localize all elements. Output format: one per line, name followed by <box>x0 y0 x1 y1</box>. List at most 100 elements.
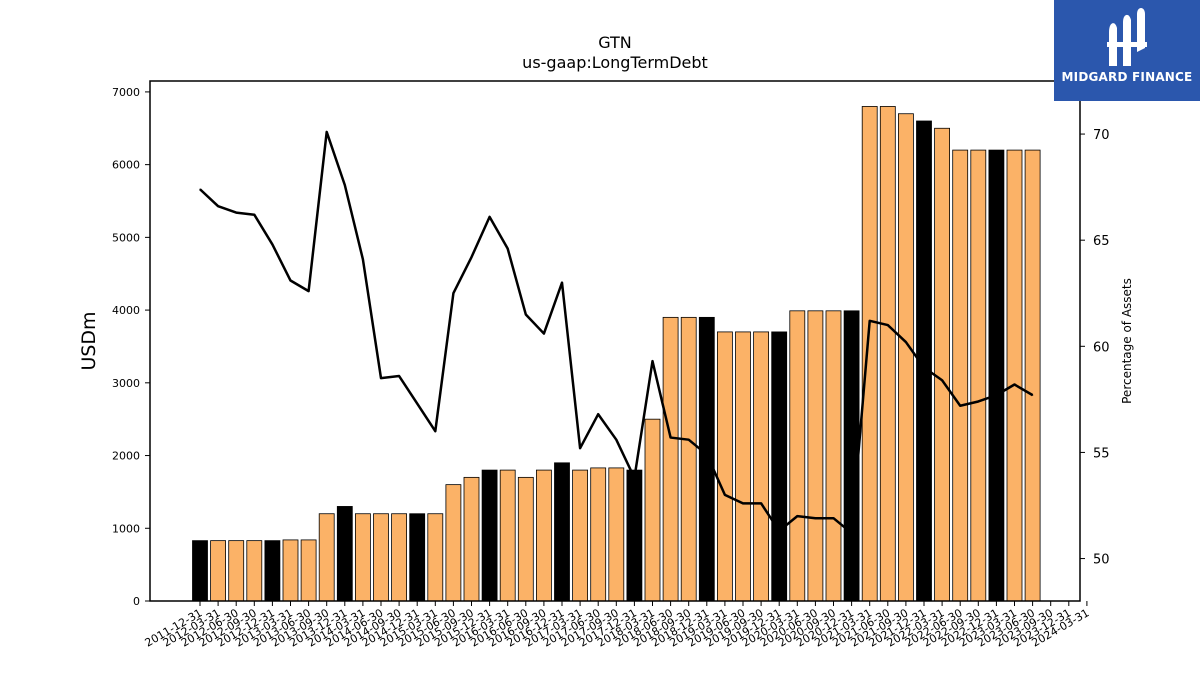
bar <box>825 310 842 602</box>
bar <box>626 469 643 602</box>
bar <box>373 513 389 602</box>
bar <box>391 513 408 602</box>
bar <box>499 469 516 602</box>
percentage-point <box>615 439 617 441</box>
bar <box>898 113 914 602</box>
bar <box>1006 149 1023 602</box>
bar <box>300 539 317 602</box>
bar <box>409 513 426 602</box>
logo-mark-icon <box>1107 8 1147 66</box>
chart-title: GTN <box>598 33 632 52</box>
bar <box>264 540 281 602</box>
percentage-point <box>995 394 998 396</box>
percentage-point <box>742 502 744 504</box>
bar <box>753 331 769 602</box>
bar <box>789 310 806 602</box>
percentage-point <box>344 184 346 186</box>
percentage-point <box>670 436 672 439</box>
percentage-point <box>941 379 943 381</box>
midgard-finance-logo: MIDGARD FINANCE <box>1054 0 1200 101</box>
percentage-point <box>253 214 255 216</box>
percentage-point <box>416 403 418 405</box>
bar <box>608 467 625 602</box>
bar <box>879 106 896 602</box>
y-axis-label: USDm <box>78 311 100 370</box>
percentage-point <box>398 375 400 377</box>
percentage-point <box>308 290 310 292</box>
plot-area: 0100020003000400050006000700050556065702… <box>112 86 1110 650</box>
percentage-point <box>887 324 889 326</box>
y2-tick-label: 65 <box>1093 234 1110 249</box>
percentage-point <box>778 530 780 532</box>
percentage-point <box>470 256 473 258</box>
percentage-point <box>1013 383 1016 386</box>
percentage-point <box>923 366 925 369</box>
percentage-point <box>289 279 292 282</box>
percentage-point <box>271 243 273 246</box>
bar <box>463 476 480 602</box>
bar <box>572 469 588 602</box>
percentage-point <box>977 400 979 403</box>
bar <box>952 149 969 602</box>
bar <box>282 539 299 602</box>
y-tick-label: 2000 <box>112 450 140 463</box>
bar <box>354 513 371 602</box>
percentage-point <box>362 258 364 260</box>
percentage-point <box>434 430 436 432</box>
percentage-point <box>869 320 871 322</box>
y2-axis-label: Percentage of Assets <box>1120 278 1134 404</box>
bar <box>590 467 607 602</box>
y-tick-label: 1000 <box>112 522 140 535</box>
bar <box>427 513 444 602</box>
percentage-point <box>688 439 690 441</box>
bar <box>192 540 208 602</box>
bar <box>228 540 245 602</box>
bar <box>517 476 534 602</box>
bar <box>336 506 353 602</box>
percentage-point <box>633 477 636 479</box>
percentage-point <box>905 341 907 343</box>
y2-tick-label: 50 <box>1093 553 1110 568</box>
bar <box>554 462 570 602</box>
bar <box>445 484 462 602</box>
bar <box>771 331 788 602</box>
y-tick-label: 3000 <box>112 377 140 390</box>
y-tick-label: 7000 <box>112 86 140 99</box>
y2-tick-label: 70 <box>1093 128 1110 143</box>
percentage-point <box>217 205 219 207</box>
bar <box>662 316 679 602</box>
percentage-point <box>597 413 599 415</box>
bar <box>970 149 987 602</box>
y2-tick-label: 55 <box>1093 446 1110 461</box>
bar <box>481 469 498 602</box>
bar <box>934 127 950 602</box>
percentage-point <box>561 282 563 284</box>
percentage-point <box>959 405 961 407</box>
percentage-point <box>832 517 835 519</box>
percentage-point <box>489 216 491 218</box>
percentage-point <box>851 532 853 534</box>
chart-subtitle: us-gaap:LongTermDebt <box>522 53 708 72</box>
logo-text: MIDGARD FINANCE <box>1061 70 1193 84</box>
percentage-point <box>814 517 817 519</box>
percentage-point <box>796 515 798 517</box>
percentage-point <box>724 494 726 496</box>
percentage-point <box>651 360 654 362</box>
bar <box>680 316 697 602</box>
bar <box>698 316 715 602</box>
y-tick-label: 5000 <box>112 231 140 244</box>
bar <box>210 540 227 602</box>
percentage-point <box>452 292 454 294</box>
percentage-point <box>525 313 527 316</box>
percentage-point <box>706 453 708 456</box>
percentage-point <box>199 188 201 190</box>
y-tick-label: 0 <box>133 595 140 608</box>
percentage-point <box>1032 394 1034 396</box>
percentage-point <box>326 131 328 133</box>
bar <box>861 106 878 602</box>
bar <box>536 469 552 602</box>
percentage-point <box>507 248 509 250</box>
bar <box>735 331 751 602</box>
percentage-point <box>760 502 762 504</box>
